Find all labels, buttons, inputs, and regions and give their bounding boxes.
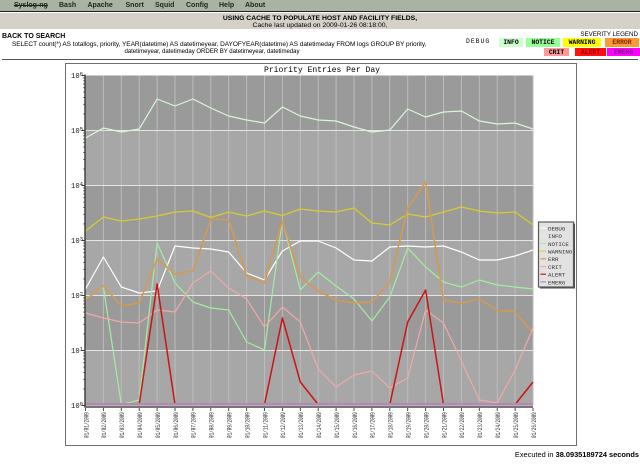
- svg-text:01/22/2009: 01/22/2009: [460, 412, 467, 438]
- svg-text:01/26/2009: 01/26/2009: [531, 412, 538, 438]
- svg-text:105: 105: [71, 126, 83, 137]
- svg-text:ALERT: ALERT: [548, 272, 566, 279]
- svg-text:01/21/2009: 01/21/2009: [442, 412, 449, 438]
- svg-text:01/15/2009: 01/15/2009: [334, 412, 341, 438]
- svg-text:CRIT: CRIT: [548, 264, 562, 271]
- svg-text:01/25/2009: 01/25/2009: [513, 412, 520, 438]
- svg-text:01/10/2009: 01/10/2009: [245, 412, 252, 438]
- svg-text:01/08/2009: 01/08/2009: [209, 412, 216, 438]
- svg-text:01/14/2009: 01/14/2009: [316, 412, 323, 438]
- svg-text:01/07/2009: 01/07/2009: [191, 412, 198, 438]
- svg-text:01/12/2009: 01/12/2009: [281, 412, 288, 438]
- svg-text:NOTICE: NOTICE: [548, 241, 569, 248]
- svg-text:106: 106: [71, 71, 83, 82]
- svg-text:01/05/2009: 01/05/2009: [155, 412, 162, 438]
- svg-text:01/09/2009: 01/09/2009: [227, 412, 234, 438]
- svg-text:01/01/2009: 01/01/2009: [84, 412, 91, 438]
- svg-text:01/16/2009: 01/16/2009: [352, 412, 359, 438]
- svg-text:INFO: INFO: [548, 233, 562, 240]
- svg-text:01/17/2009: 01/17/2009: [370, 412, 377, 438]
- svg-text:01/24/2009: 01/24/2009: [495, 412, 502, 438]
- svg-text:01/04/2009: 01/04/2009: [137, 412, 144, 438]
- svg-text:01/06/2009: 01/06/2009: [173, 412, 180, 438]
- svg-text:103: 103: [71, 236, 83, 247]
- svg-text:102: 102: [71, 291, 83, 302]
- svg-text:01/19/2009: 01/19/2009: [406, 412, 413, 438]
- svg-text:104: 104: [71, 181, 84, 192]
- svg-text:WARNING: WARNING: [548, 249, 573, 256]
- svg-text:01/03/2009: 01/03/2009: [120, 412, 127, 438]
- svg-text:01/11/2009: 01/11/2009: [263, 412, 270, 438]
- svg-text:EMERG: EMERG: [548, 279, 566, 286]
- svg-text:ERR: ERR: [548, 256, 559, 263]
- svg-text:01/02/2009: 01/02/2009: [102, 412, 109, 438]
- svg-text:100: 100: [71, 401, 84, 412]
- svg-text:01/18/2009: 01/18/2009: [388, 412, 395, 438]
- svg-text:Priority Entries Per Day: Priority Entries Per Day: [264, 65, 380, 75]
- svg-text:01/13/2009: 01/13/2009: [299, 412, 306, 438]
- svg-text:DEBUG: DEBUG: [548, 225, 566, 232]
- svg-text:01/20/2009: 01/20/2009: [424, 412, 431, 438]
- svg-text:01/23/2009: 01/23/2009: [478, 412, 485, 438]
- svg-text:101: 101: [71, 346, 84, 357]
